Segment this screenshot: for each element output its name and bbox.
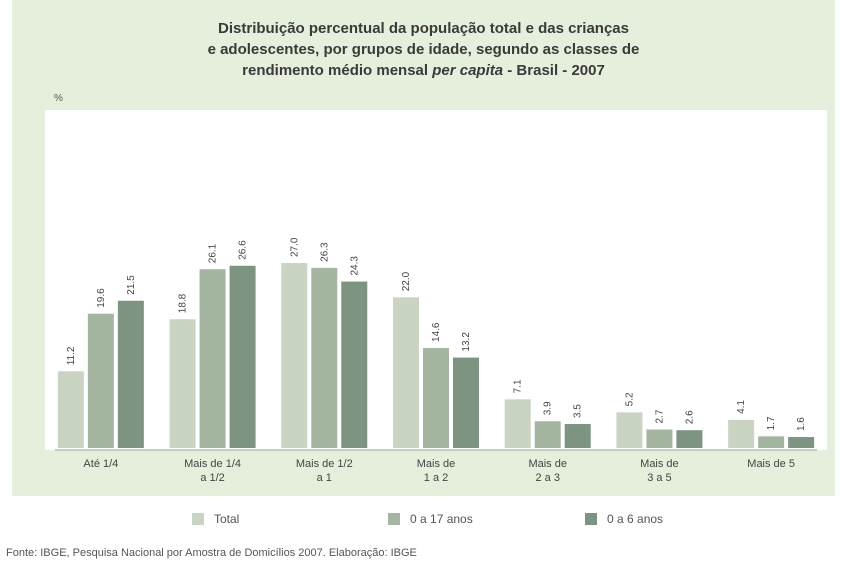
bar: [646, 429, 673, 448]
data-label: 13.2: [461, 332, 472, 352]
data-label: 7.1: [513, 379, 524, 393]
bar: [534, 421, 561, 448]
data-label: 2.6: [684, 410, 695, 424]
data-label: 18.8: [178, 293, 189, 313]
bar: [229, 265, 256, 448]
data-label: 26.1: [208, 243, 219, 263]
source-note: Fonte: IBGE, Pesquisa Nacional por Amost…: [6, 547, 417, 559]
chart-title: Distribuição percentual da população tot…: [0, 18, 847, 81]
data-label: 1.7: [766, 416, 777, 430]
bar: [423, 347, 449, 448]
data-label: 5.2: [624, 392, 635, 406]
bar: [453, 357, 479, 448]
bar: [728, 419, 755, 448]
category-label: a 1: [317, 472, 332, 484]
bar: [199, 269, 226, 448]
title-line-3-suffix: - Brasil - 2007: [507, 62, 605, 79]
bar: [169, 319, 196, 448]
bar: [87, 313, 114, 448]
bar: [788, 437, 815, 448]
category-label: Mais de: [640, 458, 679, 470]
data-label: 3.9: [543, 401, 554, 415]
data-label: 26.3: [319, 242, 330, 262]
category-label: Até 1/4: [83, 458, 118, 470]
legend: Total 0 a 17 anos 0 a 6 anos: [0, 512, 847, 536]
category-label: Mais de 5: [747, 458, 795, 470]
bar: [616, 412, 643, 448]
bar: [758, 436, 785, 448]
title-line-2: e adolescentes, por grupos de idade, seg…: [207, 41, 640, 58]
data-label: 3.5: [573, 404, 584, 418]
data-label: 1.6: [796, 417, 807, 431]
bar: [504, 399, 531, 448]
legend-item-0-17: 0 a 17 anos: [388, 512, 473, 526]
data-label: 21.5: [126, 275, 137, 295]
bar: [281, 263, 308, 448]
category-label: Mais de 1/4: [184, 458, 241, 470]
data-label: 14.6: [431, 322, 442, 342]
data-label: 24.3: [349, 256, 360, 276]
category-label: Mais de: [528, 458, 567, 470]
legend-swatch-0-17: [388, 513, 400, 525]
title-line-3: rendimento médio mensal per capita - Bra…: [0, 60, 847, 81]
bar: [311, 267, 338, 448]
bar: [393, 297, 419, 448]
y-axis-label: %: [54, 93, 63, 104]
data-label: 19.6: [96, 288, 107, 308]
category-label: Mais de: [417, 458, 456, 470]
data-label: 2.7: [654, 409, 665, 423]
legend-swatch-0-6: [585, 513, 597, 525]
legend-label-total: Total: [214, 512, 240, 526]
data-label: 4.1: [736, 400, 747, 414]
data-label: 26.6: [238, 240, 249, 260]
bar: [341, 281, 368, 448]
data-label: 11.2: [66, 346, 77, 365]
category-label: 1 a 2: [424, 472, 448, 484]
legend-swatch-total: [192, 513, 204, 525]
legend-label-0-6: 0 a 6 anos: [607, 512, 664, 526]
legend-item-0-6: 0 a 6 anos: [585, 512, 663, 526]
bar: [676, 430, 703, 448]
legend-label-0-17: 0 a 17 anos: [410, 512, 473, 526]
data-label: 22.0: [401, 271, 412, 291]
legend-item-total: Total: [192, 512, 239, 526]
category-label: a 1/2: [200, 472, 224, 484]
title-line-1: Distribuição percentual da população tot…: [218, 20, 629, 37]
bar: [117, 300, 144, 448]
data-label: 27.0: [289, 237, 300, 257]
title-line-3-italic: per capita: [432, 62, 504, 79]
bar: [57, 371, 84, 448]
category-label: Mais de 1/2: [296, 458, 353, 470]
title-line-3-text: rendimento médio mensal: [242, 62, 429, 79]
category-label: 2 a 3: [535, 472, 559, 484]
category-label: 3 a 5: [647, 472, 671, 484]
bar: [564, 424, 591, 448]
